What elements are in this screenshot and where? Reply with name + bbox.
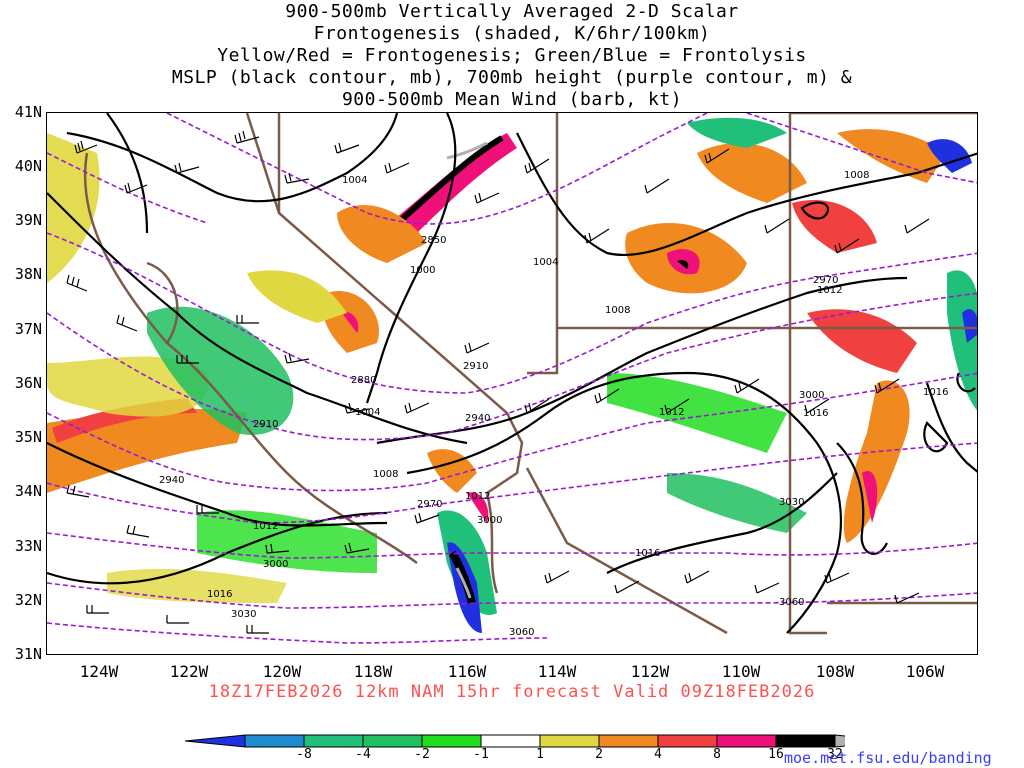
height-label: 2880 [351,375,376,386]
lat-label-35n: 35N [14,428,42,446]
mslp-label: 1000 [410,265,435,276]
mslp-label: 1016 [635,548,660,559]
lon-label-124w: 124W [79,662,119,681]
colorbar-label: 4 [654,747,662,762]
mslp-label: 1008 [605,305,630,316]
title-line-3: Yellow/Red = Frontogenesis; Green/Blue =… [217,45,807,66]
colorbar-label: -1 [473,747,489,762]
height-label: 2940 [159,475,184,486]
height-label: 2910 [253,419,278,430]
colorbar-segment [598,734,659,748]
frontogenesis-shading [47,117,977,633]
lat-label-32n: 32N [14,591,42,609]
lat-label-31n: 31N [14,645,42,663]
lat-label-40n: 40N [14,157,42,175]
lon-label-112w: 112W [630,662,670,681]
title-line-5: 900-500mb Mean Wind (barb, kt) [341,89,683,110]
lon-label-114w: 114W [537,662,577,681]
colorbar-label: -8 [296,747,312,762]
colorbar-label: -4 [355,747,371,762]
colorbar-label: 16 [768,747,784,762]
mslp-label: 1012 [817,285,842,296]
lat-label-41n: 41N [14,103,42,121]
mslp-label: 1004 [342,175,367,186]
colorbar-segment [775,734,836,748]
lat-label-33n: 33N [14,537,42,555]
colorbar-segment [539,734,600,748]
height-label: 3060 [509,627,534,638]
mslp-label: 1016 [923,387,948,398]
mslp-label: 1004 [355,407,380,418]
mslp-label: 1008 [373,469,398,480]
colorbar-arrow-high [834,734,845,748]
colorbar-segment [716,734,777,748]
state-borders [83,113,977,635]
colorbar-segment [303,734,364,748]
mslp-label: 1008 [844,170,869,181]
mslp-label: 1016 [803,408,828,419]
mslp-label: 1012 [659,407,684,418]
height-label: 2970 [417,499,442,510]
lon-label-106w: 106W [905,662,945,681]
contour-labels: 1004 1000 1004 1008 1008 1012 1004 1008 … [159,170,948,638]
colorbar-label: 32 [827,747,843,762]
colorbar-segment [480,734,541,748]
lat-label-38n: 38N [14,265,42,283]
colorbar-arrow-low [185,734,246,748]
map-canvas: 1004 1000 1004 1008 1008 1012 1004 1008 … [47,113,977,644]
lat-label-37n: 37N [14,320,42,338]
wind-barbs [66,130,930,634]
lat-label-36n: 36N [14,374,42,392]
lat-label-39n: 39N [14,211,42,229]
colorbar-label: -2 [414,747,430,762]
colorbar [185,734,845,748]
lon-label-122w: 122W [169,662,209,681]
height-label: 2850 [421,235,446,246]
lon-label-120w: 120W [262,662,302,681]
title-line-2: Frontogenesis (shaded, K/6hr/100km) [313,23,711,44]
lon-label-116w: 116W [447,662,487,681]
lon-label-118w: 118W [353,662,393,681]
height-label: 3000 [263,559,288,570]
source-url[interactable]: moe.met.fsu.edu/banding [784,749,992,767]
height-label: 2970 [813,275,838,286]
frontogenesis-map: 1004 1000 1004 1008 1008 1012 1004 1008 … [46,112,978,655]
height-label: 3060 [779,597,804,608]
lat-label-34n: 34N [14,482,42,500]
colorbar-segment [244,734,305,748]
colorbar-label: 8 [713,747,721,762]
mslp-label: 1004 [533,257,558,268]
mslp-label: 1012 [253,521,278,532]
lon-label-108w: 108W [815,662,855,681]
colorbar-segment [421,734,482,748]
height-label: 2940 [465,413,490,424]
height-label: 3000 [477,515,502,526]
lon-label-110w: 110W [721,662,761,681]
colorbar-label: 2 [595,747,603,762]
title-line-1: 900-500mb Vertically Averaged 2-D Scalar [285,1,739,22]
colorbar-label: 1 [536,747,544,762]
mslp-label: 1016 [207,589,232,600]
mslp-contours [47,113,977,634]
height-label: 2910 [463,361,488,372]
colorbar-segment [362,734,423,748]
height-label: 3030 [231,609,256,620]
title-line-4: MSLP (black contour, mb), 700mb height (… [171,67,853,88]
height-label: 3000 [799,390,824,401]
colorbar-segment [657,734,718,748]
height-label: 3030 [779,497,804,508]
mslp-label: 1012 [465,491,490,502]
valid-time-text: 18Z17FEB2026 12km NAM 15hr forecast Vali… [208,682,816,702]
